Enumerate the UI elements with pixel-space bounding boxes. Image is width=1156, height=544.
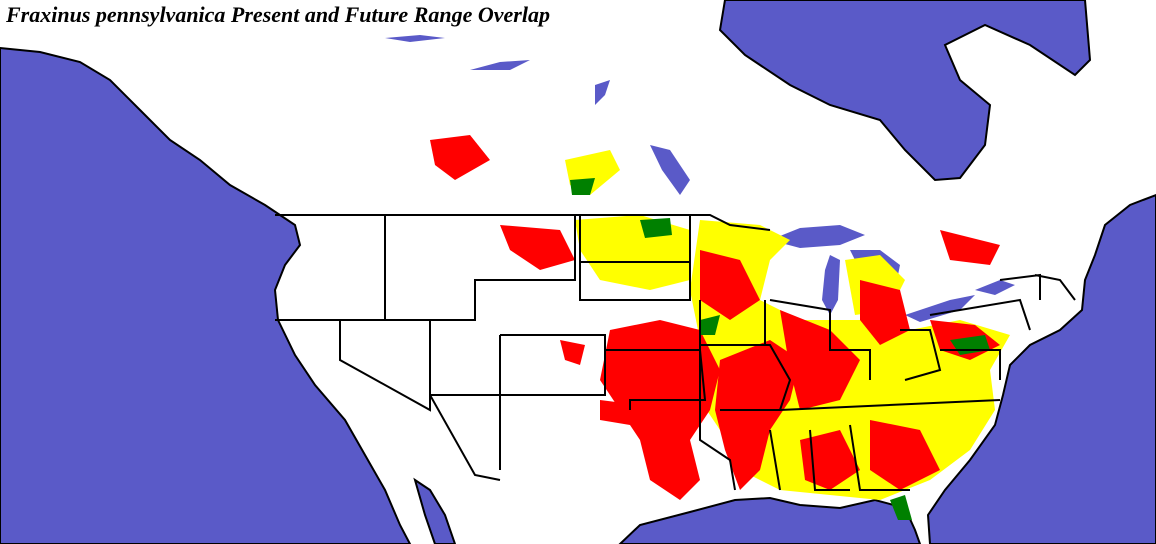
atlantic-ocean <box>926 193 1156 544</box>
hudson-bay <box>718 0 1092 182</box>
gulf-of-california <box>413 477 457 544</box>
borders <box>275 214 1076 491</box>
map-title: Fraxinus pennsylvanica Present and Futur… <box>5 2 550 27</box>
lakes <box>385 35 1015 322</box>
gulf-of-mexico <box>618 496 922 544</box>
pacific-ocean <box>0 46 412 544</box>
